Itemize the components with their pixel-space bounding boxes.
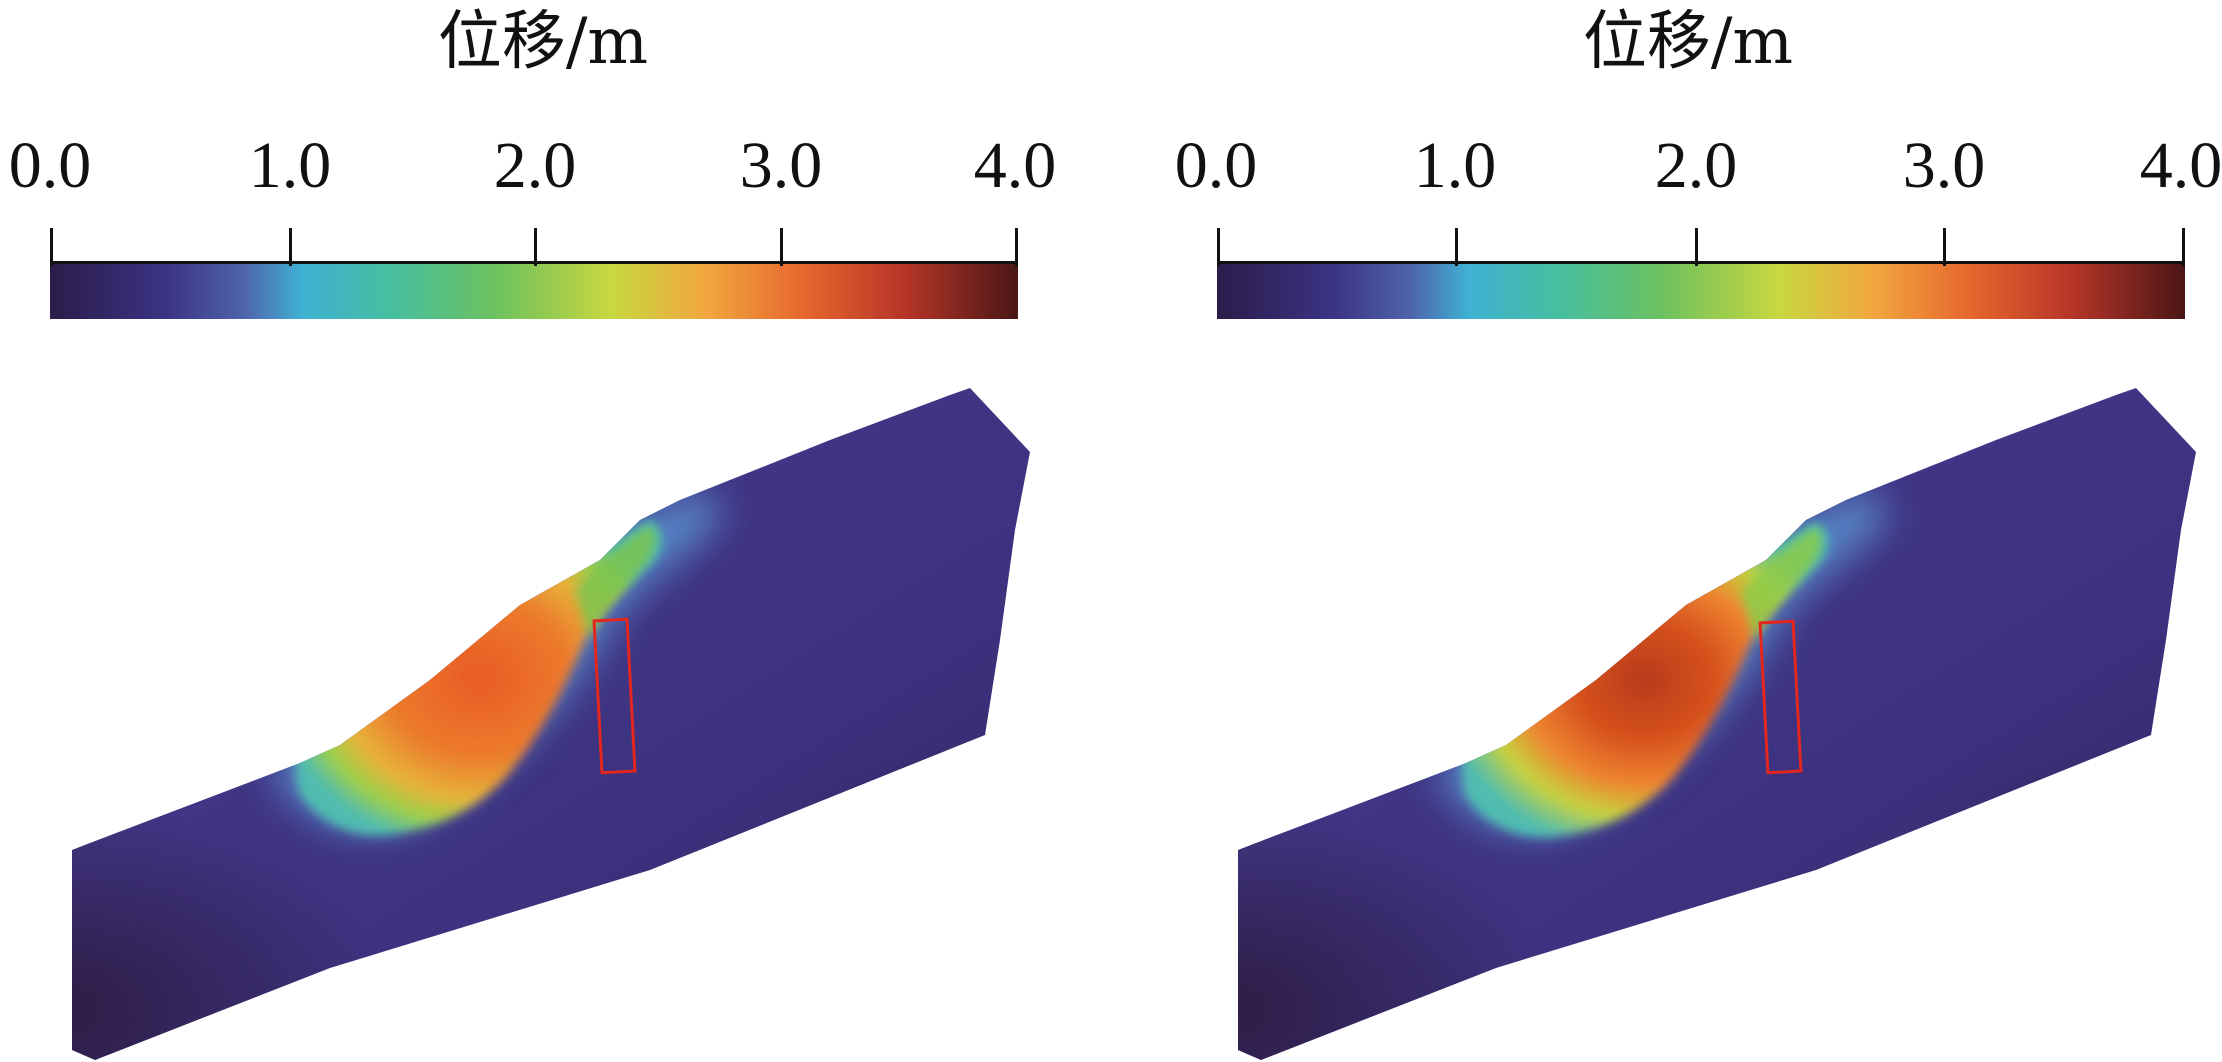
colorbar-title: 位移/m xyxy=(1582,5,1794,79)
monitoring-zone-marker xyxy=(1758,619,1803,775)
colorbar-tick-label: 0.0 xyxy=(8,129,92,202)
colorbar-tick-label: 3.0 xyxy=(739,129,823,202)
colorbar-tick-label: 4.0 xyxy=(973,129,1057,202)
slope-displacement-contour xyxy=(72,388,1030,1060)
colorbar-tick xyxy=(1694,228,1698,266)
colorbar-tick xyxy=(288,228,292,266)
colorbar-tick-label: 2.0 xyxy=(1654,129,1738,202)
colorbar-axis-line xyxy=(1217,261,2185,264)
colorbar-tick xyxy=(1216,228,1220,266)
colorbar-tick xyxy=(1454,228,1458,266)
colorbar-tick-label: 4.0 xyxy=(2139,129,2222,202)
colorbar-tick xyxy=(1014,228,1018,266)
colorbar xyxy=(1217,261,2185,319)
colorbar-tick-label: 1.0 xyxy=(248,129,332,202)
displacement-panel-right: 位移/m 0.0 1.0 2.0 3.0 4.0 xyxy=(1111,0,2222,1062)
colorbar-tick xyxy=(49,228,53,266)
slope-displacement-contour xyxy=(1238,388,2196,1060)
colorbar-tick-label: 2.0 xyxy=(493,129,577,202)
colorbar-tick xyxy=(2181,228,2185,266)
monitoring-zone-marker xyxy=(592,617,637,775)
colorbar-tick xyxy=(779,228,783,266)
colorbar-tick xyxy=(1942,228,1946,266)
colorbar-tick-label: 1.0 xyxy=(1413,129,1497,202)
colorbar-tick-label: 0.0 xyxy=(1174,129,1258,202)
colorbar-tick xyxy=(533,228,537,266)
displacement-panel-left: 位移/m 0.0 1.0 2.0 3.0 4.0 xyxy=(8,5,1057,1060)
colorbar xyxy=(50,261,1018,319)
colorbar-tick-label: 3.0 xyxy=(1902,129,1986,202)
colorbar-title: 位移/m xyxy=(437,5,649,79)
